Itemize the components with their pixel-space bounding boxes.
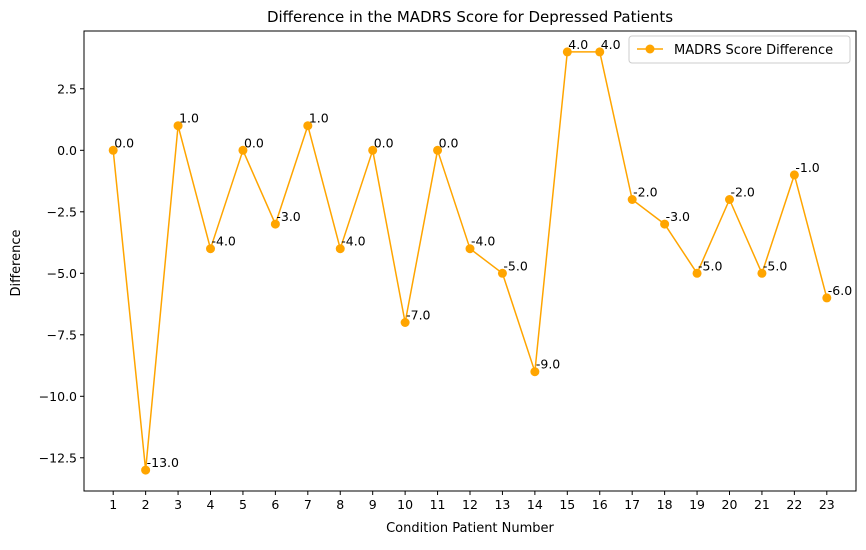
x-tick-label: 6 bbox=[271, 497, 279, 512]
data-label: -4.0 bbox=[212, 234, 236, 249]
y-tick-label: −12.5 bbox=[39, 450, 77, 465]
data-point bbox=[206, 244, 216, 254]
data-point bbox=[400, 317, 410, 327]
x-tick-label: 12 bbox=[462, 497, 478, 512]
x-axis-ticks: 1 2 3 4 5 6 7 8 9 10 11 12 13 14 15 16 17 18 19 20 21 22 23 bbox=[109, 491, 835, 512]
data-point bbox=[433, 145, 443, 155]
data-label: 1.0 bbox=[309, 111, 329, 126]
y-axis-label: Difference bbox=[9, 229, 24, 296]
y-tick-label: −7.5 bbox=[47, 327, 77, 342]
x-tick-label: 21 bbox=[754, 497, 770, 512]
y-tick-label: 2.5 bbox=[57, 81, 77, 96]
data-point bbox=[789, 170, 799, 180]
x-tick-label: 8 bbox=[336, 497, 344, 512]
x-tick-label: 20 bbox=[722, 497, 738, 512]
data-label: -5.0 bbox=[503, 258, 527, 273]
y-axis-ticks: 2.5 0.0 −2.5 −5.0 −7.5 −10.0 −12.5 bbox=[39, 81, 84, 465]
x-tick-label: 23 bbox=[819, 497, 835, 512]
data-point bbox=[595, 47, 605, 57]
data-label: 1.0 bbox=[179, 111, 199, 126]
x-tick-label: 10 bbox=[397, 497, 413, 512]
data-label: -5.0 bbox=[763, 258, 787, 273]
data-label: -6.0 bbox=[828, 283, 852, 298]
data-label: -7.0 bbox=[406, 307, 430, 322]
x-tick-label: 4 bbox=[207, 497, 215, 512]
data-point bbox=[335, 244, 345, 254]
data-label: 4.0 bbox=[601, 37, 621, 52]
series-layer bbox=[108, 47, 832, 475]
data-label: 4.0 bbox=[568, 37, 588, 52]
y-tick-label: −5.0 bbox=[47, 266, 77, 281]
x-tick-label: 7 bbox=[304, 497, 312, 512]
data-label: -13.0 bbox=[147, 455, 179, 470]
data-label: -1.0 bbox=[795, 160, 819, 175]
data-point bbox=[368, 145, 378, 155]
data-point bbox=[660, 219, 670, 229]
data-point bbox=[724, 195, 734, 205]
x-tick-label: 15 bbox=[559, 497, 575, 512]
data-label: -4.0 bbox=[471, 234, 495, 249]
data-label: -3.0 bbox=[666, 209, 690, 224]
legend-marker bbox=[645, 44, 655, 54]
x-tick-label: 14 bbox=[527, 497, 543, 512]
x-tick-label: 2 bbox=[142, 497, 150, 512]
x-tick-label: 5 bbox=[239, 497, 247, 512]
y-tick-label: −2.5 bbox=[47, 204, 77, 219]
data-label: -3.0 bbox=[276, 209, 300, 224]
data-label: 0.0 bbox=[244, 135, 264, 150]
x-tick-label: 11 bbox=[430, 497, 446, 512]
x-tick-label: 16 bbox=[592, 497, 608, 512]
x-tick-label: 9 bbox=[369, 497, 377, 512]
x-tick-label: 19 bbox=[689, 497, 705, 512]
data-label: -4.0 bbox=[341, 234, 365, 249]
x-tick-label: 3 bbox=[174, 497, 182, 512]
data-point bbox=[108, 145, 118, 155]
data-labels: 0.0 -13.0 1.0 -4.0 0.0 -3.0 1.0 -4.0 0.0 -7.0 0.0 -… bbox=[114, 37, 852, 470]
data-point bbox=[627, 195, 637, 205]
data-label: 0.0 bbox=[114, 135, 134, 150]
chart-title: Difference in the MADRS Score for Depres… bbox=[267, 8, 673, 26]
x-tick-label: 13 bbox=[494, 497, 510, 512]
data-label: -2.0 bbox=[730, 185, 754, 200]
x-tick-label: 1 bbox=[109, 497, 117, 512]
x-axis-label: Condition Patient Number bbox=[386, 521, 554, 536]
data-point bbox=[530, 367, 540, 377]
data-point bbox=[562, 47, 572, 57]
data-label: 0.0 bbox=[374, 135, 394, 150]
data-point bbox=[270, 219, 280, 229]
legend: MADRS Score Difference bbox=[628, 35, 851, 64]
data-point bbox=[497, 268, 507, 278]
data-point bbox=[141, 465, 151, 475]
x-tick-label: 18 bbox=[657, 497, 673, 512]
x-tick-label: 17 bbox=[624, 497, 640, 512]
y-tick-label: −10.0 bbox=[39, 389, 77, 404]
legend-label: MADRS Score Difference bbox=[674, 43, 833, 58]
x-tick-label: 22 bbox=[786, 497, 802, 512]
data-point bbox=[303, 121, 313, 131]
y-tick-label: 0.0 bbox=[57, 143, 77, 158]
data-point bbox=[757, 268, 767, 278]
data-label: 0.0 bbox=[439, 135, 459, 150]
data-point bbox=[822, 293, 832, 303]
data-label: -2.0 bbox=[633, 185, 657, 200]
data-label: -9.0 bbox=[536, 357, 560, 372]
legend-box bbox=[628, 35, 851, 64]
data-point bbox=[465, 244, 475, 254]
data-label: -5.0 bbox=[698, 258, 722, 273]
data-point bbox=[238, 145, 248, 155]
data-point bbox=[173, 121, 183, 131]
data-point bbox=[692, 268, 702, 278]
plot-area-frame bbox=[83, 30, 857, 492]
